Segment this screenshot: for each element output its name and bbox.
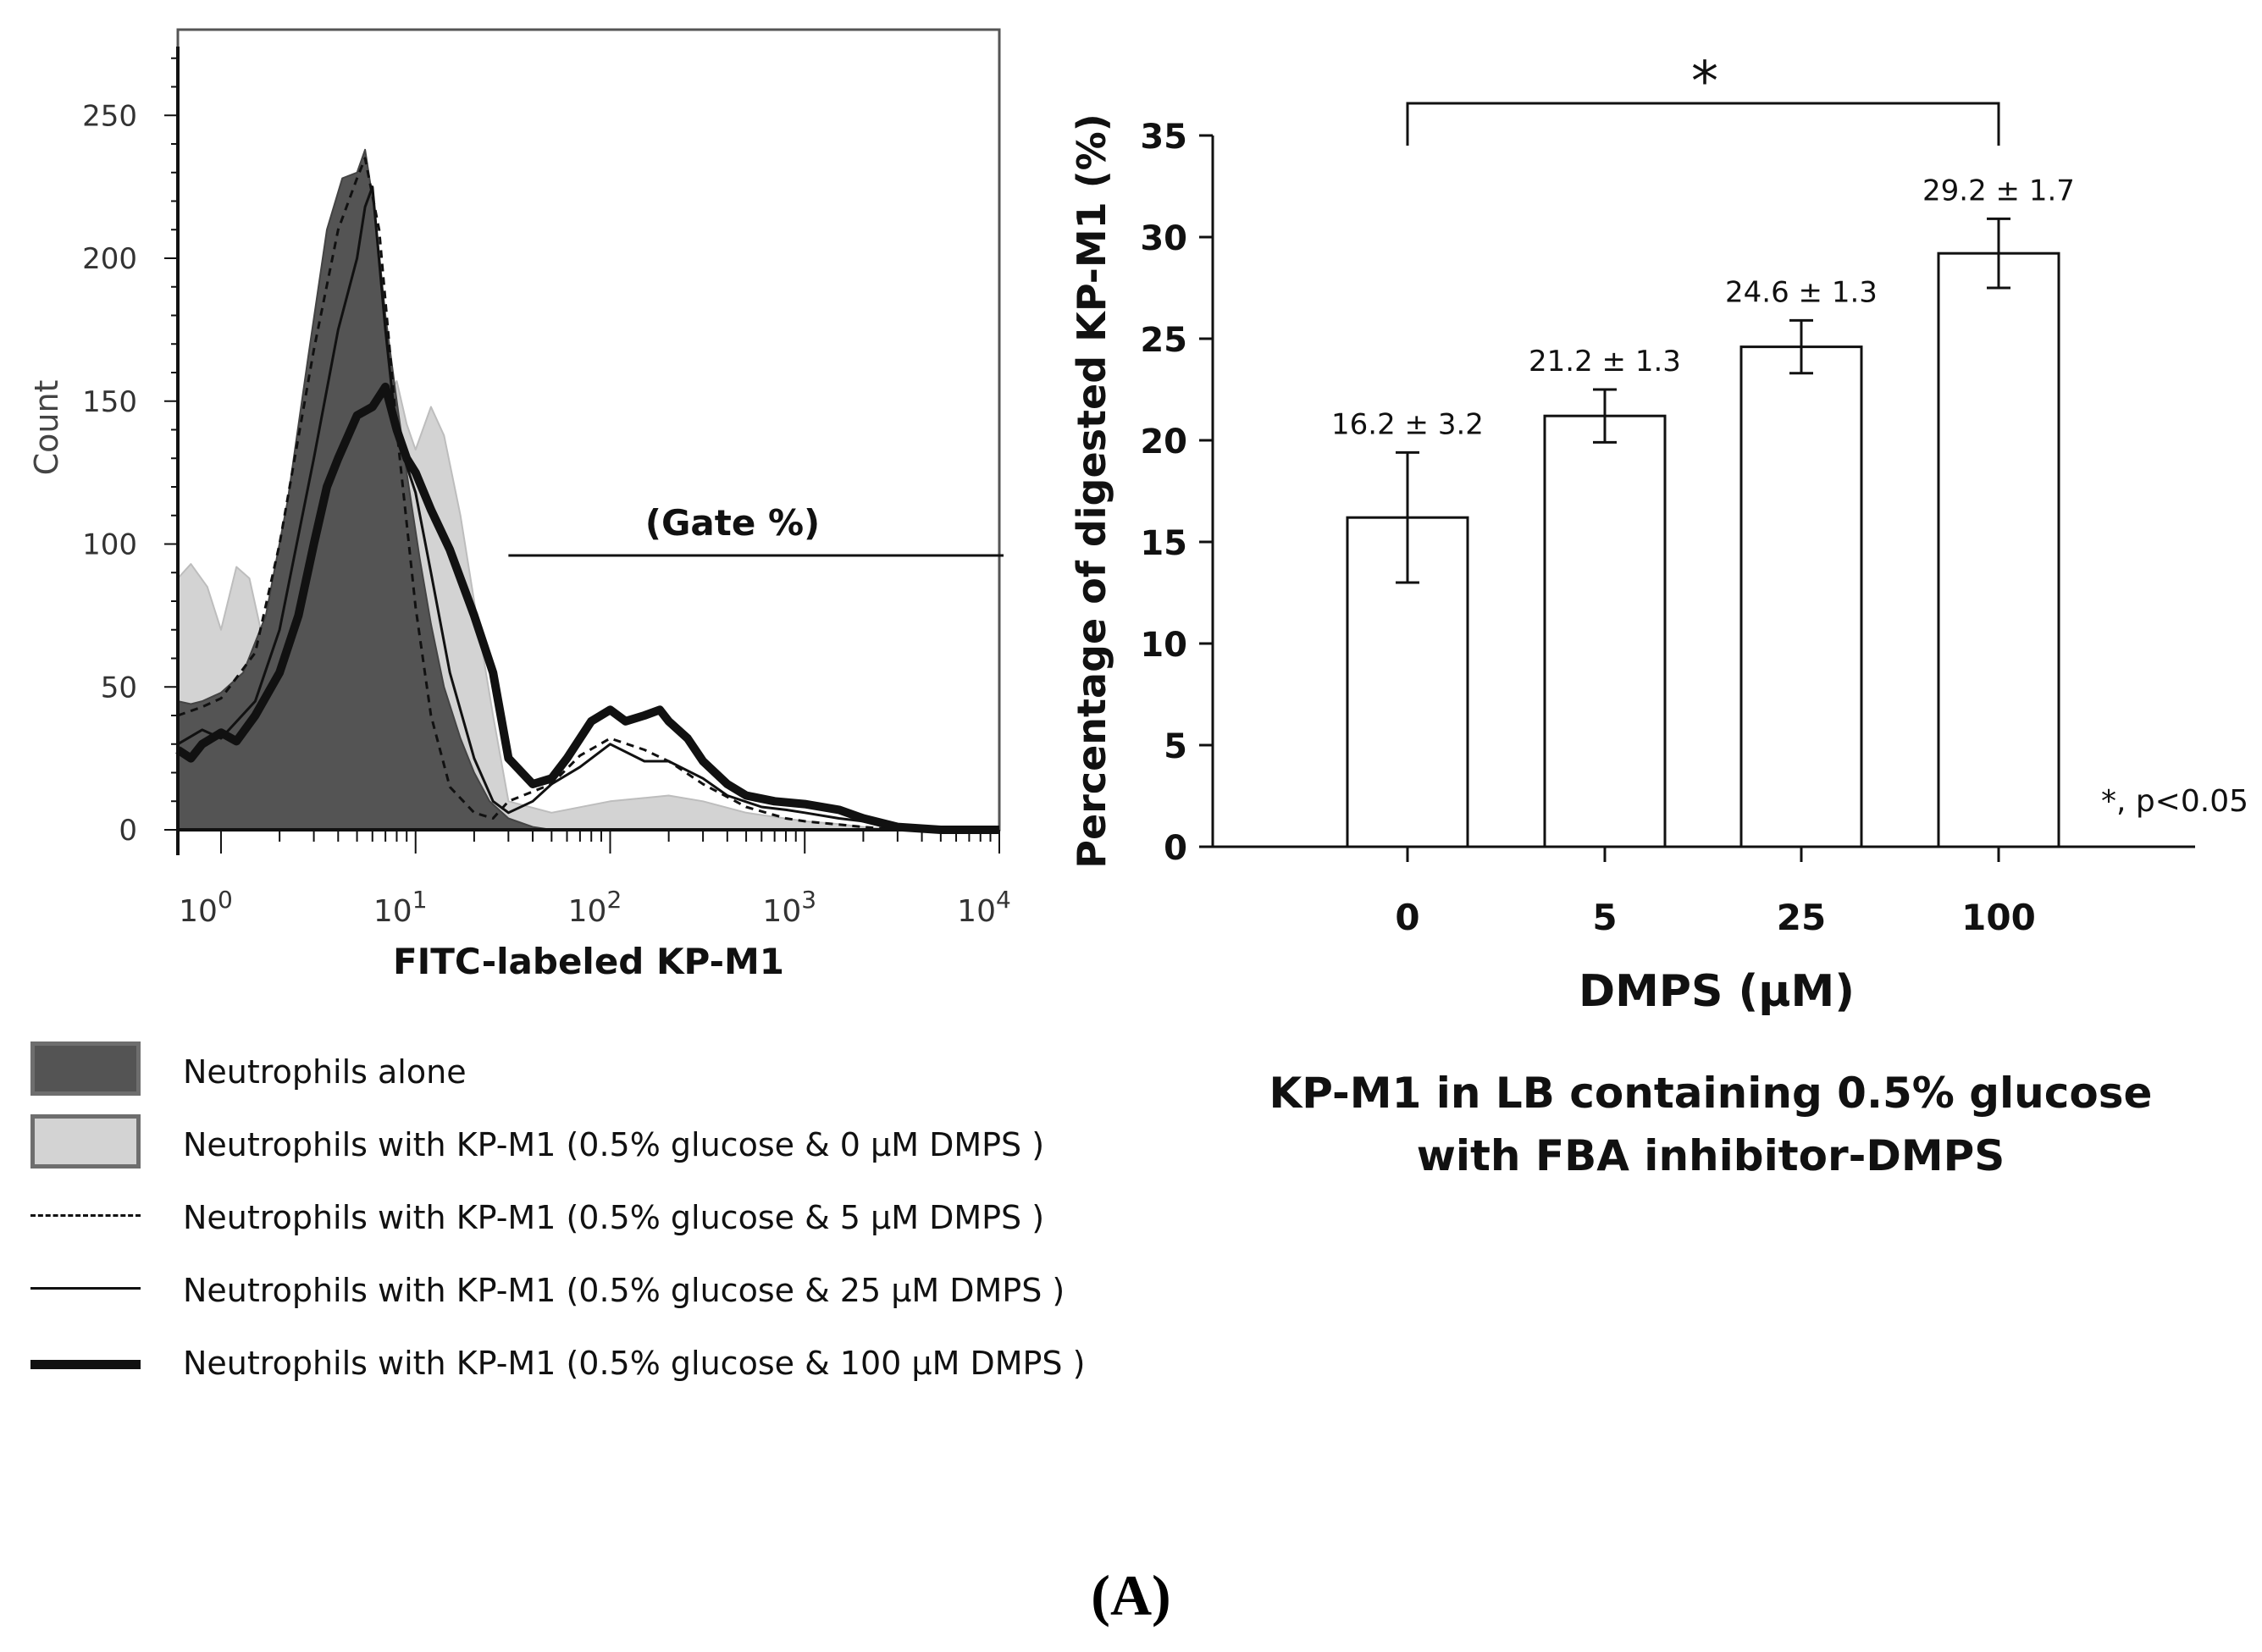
histogram-x-tick-label: 102 (568, 886, 622, 929)
legend-item: Neutrophils with KP-M1 (0.5% glucose & 0… (30, 1106, 1131, 1179)
bar-y-tick-label: 5 (1164, 727, 1187, 766)
histogram-y-tick-label: 50 (101, 671, 137, 704)
bar-data-label: 24.6 ± 1.3 (1725, 275, 1878, 309)
bar (1937, 251, 2060, 848)
gate-label: (Gate %) (645, 502, 820, 544)
histogram-series-thick (175, 382, 999, 834)
histogram-x-tick-label: 104 (957, 886, 1011, 929)
histogram-series-dashed (177, 157, 941, 832)
bar-x-tick-label: 25 (1777, 897, 1826, 938)
histogram-y-tick-label: 150 (82, 385, 137, 419)
legend-item: Neutrophils with KP-M1 (0.5% glucose & 5… (30, 1179, 1131, 1251)
histogram-y-tick-label: 250 (82, 99, 137, 133)
bar (1739, 345, 1863, 848)
histogram-x-tick-label: 103 (762, 886, 816, 929)
histogram-series-thin (177, 185, 999, 832)
bar-x-tick-label: 5 (1592, 897, 1617, 938)
legend-item: Neutrophils with KP-M1 (0.5% glucose & 1… (30, 1324, 1131, 1397)
bar-data-label: 29.2 ± 1.7 (1922, 174, 2075, 207)
histogram-chart: 0 50 100 150 200 250 100 101 102 103 104 (Gate %) FI… (28, 28, 1011, 982)
histogram-series-fill-dark (177, 148, 553, 831)
legend-item: Neutrophils alone (30, 1033, 1131, 1106)
histogram-legend: Neutrophils alone Neutrophils with KP-M1… (30, 1033, 1131, 1397)
legend-label: Neutrophils alone (183, 1053, 467, 1091)
legend-label: Neutrophils with KP-M1 (0.5% glucose & 2… (183, 1272, 1065, 1309)
legend-swatch-dark (30, 1041, 141, 1096)
histogram-y-tick-label: 200 (82, 242, 137, 276)
histogram-x-axis-title: FITC-labeled KP-M1 (393, 941, 784, 982)
bar-x-tick-label: 100 (1961, 897, 2036, 938)
significance-bracket (1406, 102, 2000, 146)
bar-y-tick-label: 20 (1140, 423, 1187, 461)
legend-swatch-light (30, 1114, 141, 1169)
histogram-x-tick-label: 101 (373, 886, 428, 929)
bar-y-tick-label: 10 (1140, 626, 1187, 665)
significance-marker: * (1691, 51, 1718, 113)
legend-swatch-thick (30, 1360, 141, 1369)
bar-chart-caption-line-1: KP-M1 in LB containing 0.5% glucose (1269, 1069, 2153, 1118)
legend-swatch-dashed (30, 1214, 141, 1217)
legend-label: Neutrophils with KP-M1 (0.5% glucose & 0… (183, 1126, 1045, 1163)
bar-y-tick-label: 35 (1140, 118, 1187, 157)
significance-note: *, p<0.05 (2101, 784, 2248, 819)
bar-chart-caption-line-2: with FBA inhibitor-DMPS (1416, 1131, 2005, 1180)
bar-data-label: 21.2 ± 1.3 (1529, 345, 1681, 378)
legend-swatch-thin (30, 1287, 141, 1290)
histogram-y-tick-label: 0 (119, 814, 137, 848)
histogram-y-tick-label: 100 (82, 528, 137, 562)
bar-y-tick-label: 25 (1140, 321, 1187, 360)
bar-x-axis-title: DMPS (μM) (1579, 966, 1855, 1017)
histogram-y-axis-title: Count (28, 380, 65, 476)
legend-item: Neutrophils with KP-M1 (0.5% glucose & 2… (30, 1251, 1131, 1324)
legend-label: Neutrophils with KP-M1 (0.5% glucose & 5… (183, 1199, 1045, 1236)
bar (1543, 414, 1667, 848)
panel-label: (A) (1091, 1563, 1171, 1627)
bar-y-tick-label: 0 (1164, 829, 1187, 868)
legend-label: Neutrophils with KP-M1 (0.5% glucose & 1… (183, 1345, 1086, 1382)
bar-chart: 0 5 10 15 20 25 30 35 16.2 ± 3.2 0 21.2 ± 1.3 5 24.6… (1069, 51, 2248, 1017)
bar-y-tick-label: 15 (1140, 524, 1187, 563)
bar-data-label: 16.2 ± 3.2 (1331, 407, 1484, 441)
bar-x-tick-label: 0 (1395, 897, 1419, 938)
bar-y-tick-label: 30 (1140, 219, 1187, 258)
bar-y-axis-title: Percentage of digested KP-M1 (%) (1069, 113, 1114, 869)
histogram-x-tick-label: 100 (179, 886, 233, 929)
